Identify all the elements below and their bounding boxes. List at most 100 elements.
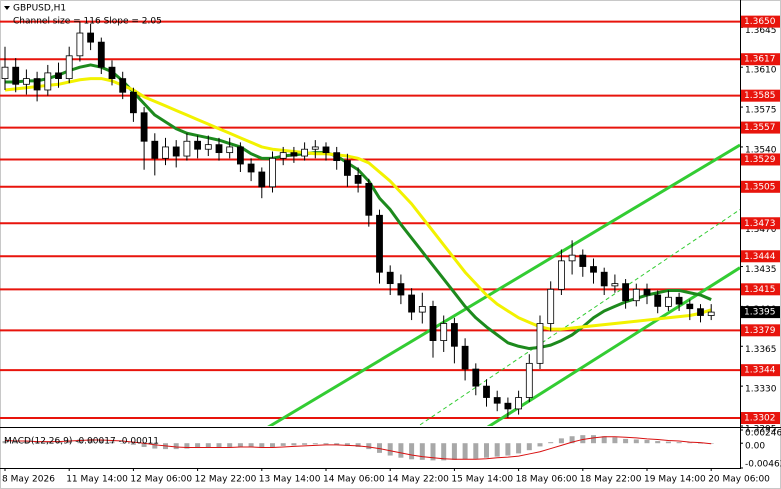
candle-body: [76, 32, 84, 57]
macd-bar: [216, 443, 222, 448]
macd-bar: [302, 443, 308, 445]
level-label: 1.3344: [744, 366, 776, 376]
price-plot: [0, 20, 740, 426]
level-label: 1.3529: [744, 155, 776, 165]
macd-bar: [377, 443, 382, 453]
candle-body: [600, 271, 608, 287]
current-price-label: 1.3395: [744, 308, 776, 318]
macd-bar: [398, 443, 404, 458]
candle-body: [215, 144, 223, 154]
macd-bar: [66, 440, 72, 444]
macd-bar: [644, 439, 650, 444]
macd-bar: [505, 443, 511, 456]
candle-body: [472, 368, 480, 387]
y-tick-label: 1.3610: [745, 66, 777, 76]
candle-body: [1, 66, 9, 79]
level-label: 1.3557: [744, 123, 776, 133]
candle-body: [87, 32, 94, 43]
candle-body: [461, 345, 469, 370]
macd-bar: [184, 443, 190, 449]
macd-bar: [623, 438, 629, 444]
candle-body: [204, 144, 212, 150]
x-tick-label: 11 May 14:00: [66, 475, 128, 485]
macd-bar: [676, 442, 682, 444]
candle-body: [140, 112, 148, 142]
candle-body: [279, 152, 287, 159]
macd-bar: [612, 437, 618, 444]
level-label: 1.3415: [744, 285, 776, 295]
macd-bar: [130, 443, 136, 445]
candle-body: [44, 72, 52, 91]
candle-body: [504, 402, 512, 410]
level-label: 1.3473: [744, 219, 776, 229]
level-label: 1.3617: [744, 55, 776, 65]
candle-body: [311, 146, 319, 150]
axes: 1.3645 1.3610 1.3575 1.3540 1.3470 1.3435 1.34…: [2, 15, 781, 485]
candle-body: [162, 146, 169, 159]
macd-bar: [473, 443, 479, 459]
macd-bar: [120, 443, 126, 444]
macd-bar: [152, 443, 158, 449]
macd-bar: [270, 443, 275, 447]
x-tick-label: 12 May 22:00: [195, 475, 257, 485]
candle-body: [697, 308, 704, 316]
level-label-box: [741, 15, 780, 28]
x-tick-label: 14 May 06:00: [323, 475, 385, 485]
candle-body: [183, 140, 191, 157]
macd-bar: [687, 442, 693, 444]
macd-bar: [591, 435, 596, 444]
macd-bar: [698, 443, 703, 444]
candle-body: [226, 146, 234, 154]
macd-bar: [665, 441, 671, 444]
candle-body: [408, 294, 416, 313]
macd-bar: [484, 443, 489, 458]
level-label-box: [741, 283, 780, 296]
level-label: 1.3444: [744, 252, 776, 262]
candle-body: [247, 163, 255, 173]
macd-bar: [13, 441, 19, 444]
candle-body: [258, 171, 266, 188]
channel-line: [419, 209, 740, 426]
macd-plot: [2, 435, 714, 461]
candle-body: [632, 288, 640, 302]
candle-body: [440, 323, 448, 341]
macd-bar: [45, 442, 51, 444]
candle-body: [108, 66, 116, 79]
level-label: 1.3585: [744, 91, 776, 101]
level-label-box: [741, 153, 780, 166]
x-tick-label: 19 May 14:00: [644, 475, 706, 485]
macd-y-tick-label: -0.00462: [745, 460, 781, 470]
level-label-box: [741, 217, 780, 230]
macd-bar: [355, 443, 361, 447]
macd-bar: [248, 443, 254, 448]
macd-bar: [409, 443, 415, 460]
macd-bar: [430, 443, 436, 461]
candle-body: [119, 78, 127, 93]
candle-body: [525, 362, 533, 398]
candle-body: [33, 78, 41, 91]
candle-body: [643, 288, 651, 296]
macd-bar: [516, 443, 522, 454]
level-label-box: [741, 324, 780, 337]
macd-bar: [205, 443, 211, 448]
candle-body: [151, 140, 159, 159]
level-label-box: [741, 250, 780, 263]
y-tick-label: 1.3365: [745, 345, 777, 355]
candle-body: [654, 294, 662, 307]
macd-bar: [633, 439, 639, 444]
level-label-box: [741, 89, 780, 102]
candle-body: [483, 385, 490, 398]
macd-bar: [451, 443, 457, 460]
candle-body: [429, 306, 437, 341]
level-label: 1.3302: [744, 414, 776, 424]
macd-bar: [655, 441, 661, 444]
candle-body: [22, 78, 30, 85]
candle-body: [65, 55, 73, 79]
candle-body: [343, 160, 351, 176]
macd-bar: [88, 438, 94, 444]
candle-body: [675, 296, 683, 305]
level-label: 1.3379: [744, 326, 776, 336]
macd-y-tick-label: 0.00: [745, 442, 765, 452]
candle-body: [386, 271, 394, 285]
